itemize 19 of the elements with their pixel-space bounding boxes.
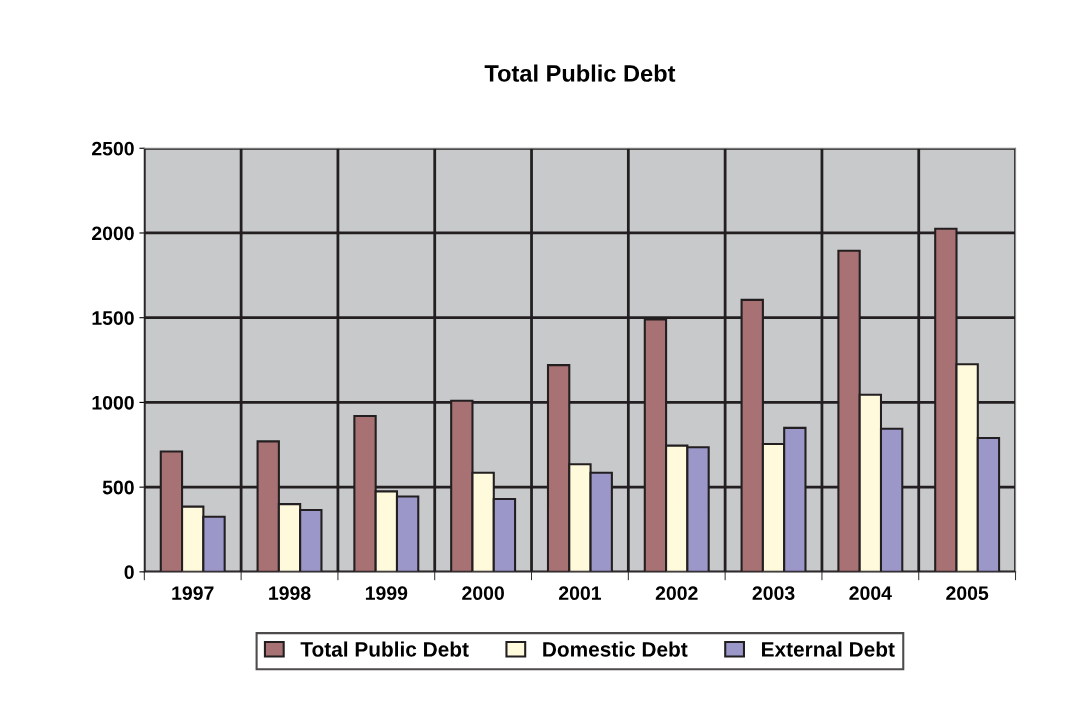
y-tick-label: 2500 — [92, 141, 134, 156]
x-tick-label: 2004 — [849, 586, 892, 601]
x-tick-label: 1998 — [269, 586, 311, 601]
x-tick-label: 1999 — [365, 586, 408, 601]
legend-label: Total Public Debt — [300, 641, 469, 657]
x-tick-label: 2003 — [752, 586, 795, 601]
x-tick-label: 2005 — [946, 586, 989, 601]
x-tick-label: 2000 — [462, 586, 504, 601]
legend-label: Domestic Debt — [543, 641, 688, 657]
x-tick-label: 1997 — [172, 586, 214, 601]
y-tick-label: 1000 — [92, 395, 134, 410]
y-tick-label: 500 — [102, 480, 134, 495]
y-tick-label: 0 — [124, 565, 134, 580]
chart-title: Total Public Debt — [484, 64, 676, 82]
x-tick-label: 2002 — [655, 586, 698, 601]
legend-label: External Debt — [762, 641, 895, 657]
x-tick-label: 2001 — [558, 586, 602, 601]
y-tick-label: 2000 — [92, 226, 134, 241]
y-tick-label: 1500 — [92, 311, 134, 325]
